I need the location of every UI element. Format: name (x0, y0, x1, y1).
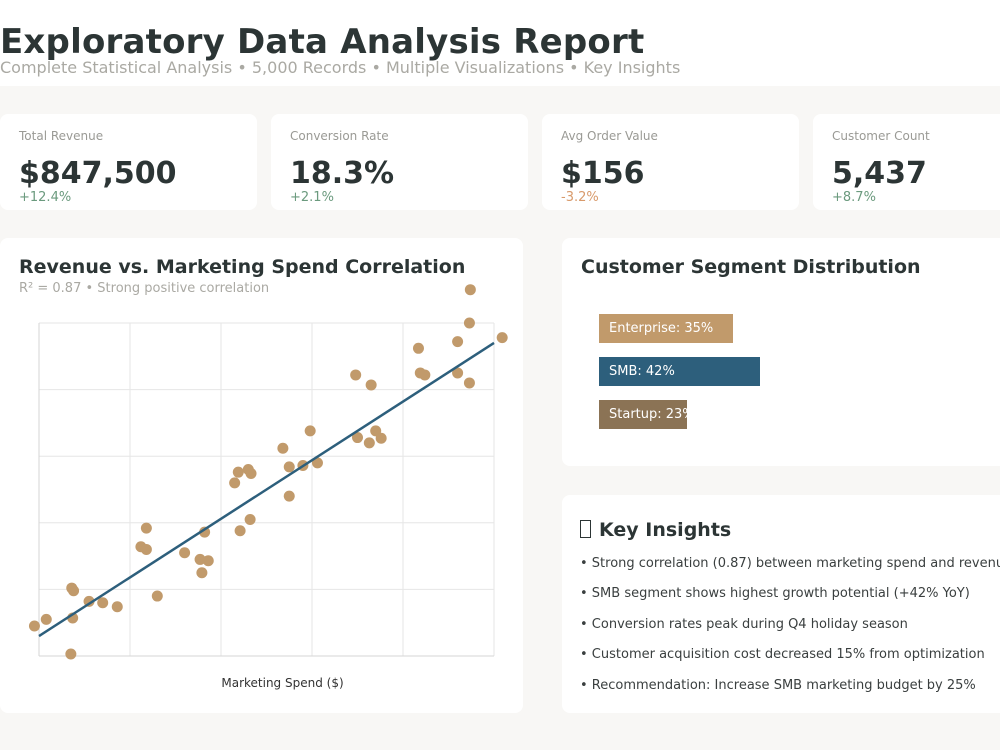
insight-item: • SMB segment shows highest growth poten… (580, 586, 970, 601)
kpi-card-customer-count: Customer Count 5,437 +8.7% (813, 114, 1000, 210)
insight-item: • Customer acquisition cost decreased 15… (580, 647, 985, 662)
page-title: Exploratory Data Analysis Report (0, 22, 645, 62)
scatter-point (40, 613, 52, 625)
scatter-point (97, 597, 109, 609)
scatter-point (277, 442, 289, 454)
scatter-point (179, 547, 191, 559)
scatter-point (140, 543, 152, 555)
segment-bar-enterprise: Enterprise: 35% (599, 314, 734, 343)
insight-item: • Conversion rates peak during Q4 holida… (580, 617, 908, 632)
kpi-card-avg-order-value: Avg Order Value $156 -3.2% (542, 114, 799, 210)
insight-item: • Recommendation: Increase SMB marketing… (580, 678, 976, 693)
scatter-point (140, 522, 152, 534)
segment-title: Customer Segment Distribution (581, 256, 921, 278)
kpi-value: $156 (561, 156, 645, 191)
scatter-point (412, 342, 424, 354)
scatter-point (463, 377, 475, 389)
scatter-point (245, 468, 257, 480)
scatter-point (283, 461, 295, 473)
header-band (0, 0, 1000, 86)
scatter-point (196, 567, 208, 579)
segment-bar-smb: SMB: 42% (599, 357, 760, 386)
scatter-point (65, 648, 77, 660)
page-subtitle: Complete Statistical Analysis • 5,000 Re… (0, 58, 681, 77)
kpi-delta: -3.2% (561, 190, 599, 205)
scatter-point (232, 466, 244, 478)
scatter-point (311, 457, 323, 469)
insights-heading: Key Insights (580, 519, 731, 541)
kpi-card-total-revenue: Total Revenue $847,500 +12.4% (0, 114, 257, 210)
scatter-point (151, 590, 163, 602)
scatter-point (304, 425, 316, 437)
kpi-value: 5,437 (832, 156, 927, 191)
scatter-title: Revenue vs. Marketing Spend Correlation (19, 256, 466, 278)
scatter-plot: Marketing Spend ($) (28, 284, 508, 690)
kpi-value: $847,500 (19, 156, 177, 191)
segment-card: Customer Segment Distribution Enterprise… (562, 238, 1000, 466)
scatter-point (202, 555, 214, 567)
trend-line (38, 341, 495, 638)
scatter-point (229, 477, 241, 489)
insights-card: Key Insights • Strong correlation (0.87)… (562, 495, 1000, 713)
scatter-point (350, 369, 362, 381)
scatter-point (234, 525, 246, 537)
kpi-label: Avg Order Value (561, 129, 658, 143)
scatter-point (363, 437, 375, 449)
scatter-point (464, 284, 476, 296)
scatter-point (496, 332, 508, 344)
scatter-point (352, 432, 363, 444)
insight-item: • Strong correlation (0.87) between mark… (580, 556, 1000, 571)
scatter-point (375, 432, 387, 444)
kpi-delta: +12.4% (19, 190, 72, 205)
scatter-point (194, 553, 206, 565)
kpi-card-conversion-rate: Conversion Rate 18.3% +2.1% (271, 114, 528, 210)
kpi-value: 18.3% (290, 156, 395, 191)
kpi-delta: +8.7% (832, 190, 876, 205)
scatter-point (452, 336, 464, 348)
scatter-point (463, 317, 475, 329)
kpi-label: Customer Count (832, 129, 930, 143)
kpi-delta: +2.1% (290, 190, 334, 205)
kpi-label: Total Revenue (19, 129, 104, 143)
scatter-point (68, 585, 80, 597)
scatter-point (111, 601, 123, 613)
segment-bar-startup: Startup: 23% (599, 400, 688, 429)
insights-title: Key Insights (599, 519, 732, 541)
scatter-card: Revenue vs. Marketing Spend Correlation … (0, 238, 523, 713)
x-axis-label: Marketing Spend ($) (221, 676, 343, 690)
scatter-point (365, 379, 377, 391)
scatter-point (199, 526, 211, 538)
scatter-point (244, 513, 256, 525)
kpi-label: Conversion Rate (290, 129, 389, 143)
scatter-point (452, 367, 464, 379)
scatter-point (419, 369, 431, 381)
scatter-subtitle: R² = 0.87 • Strong positive correlation (19, 281, 270, 296)
scatter-point (28, 620, 40, 632)
scatter-point (283, 490, 295, 502)
missing-glyph-icon (580, 520, 591, 538)
